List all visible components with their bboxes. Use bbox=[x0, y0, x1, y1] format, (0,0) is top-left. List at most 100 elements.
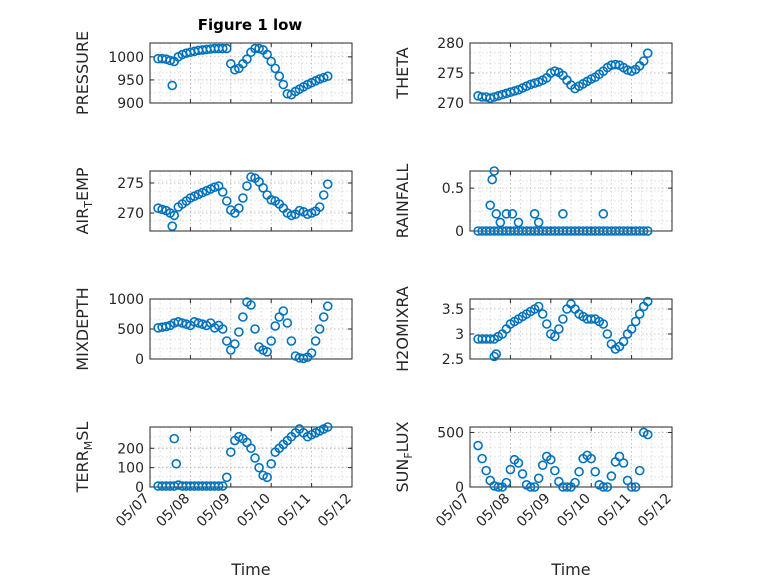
data-point bbox=[258, 183, 268, 193]
x-tick-label: 05/08 bbox=[473, 491, 513, 531]
y-axis-label: H2OMIXRA bbox=[393, 286, 412, 372]
data-point bbox=[495, 217, 506, 228]
data-point bbox=[554, 324, 564, 334]
data-point bbox=[278, 79, 289, 90]
subplot-7: 0 100 200 TERRMSL 05/07 05/08 05/09 05/10 05/11 0… bbox=[73, 422, 355, 579]
x-tick-label: 05/12 bbox=[635, 491, 675, 531]
x-tick-label: 05/11 bbox=[595, 491, 635, 531]
y-tick-label: 1000 bbox=[108, 292, 144, 308]
x-axis-label: Time bbox=[230, 560, 270, 579]
data-point bbox=[318, 72, 329, 83]
x-axis-label: Time bbox=[550, 560, 590, 579]
data-point bbox=[246, 443, 256, 454]
data-point bbox=[533, 217, 544, 228]
data-point bbox=[537, 460, 548, 470]
data-point bbox=[586, 453, 597, 464]
data-point bbox=[525, 482, 536, 492]
subplot-8: 0 500 SUNFLUX 05/07 05/08 05/09 05/10 05/11 05/1… bbox=[393, 421, 675, 579]
data-point bbox=[610, 457, 621, 467]
data-point bbox=[270, 63, 281, 74]
data-point bbox=[630, 482, 641, 492]
data-point bbox=[234, 327, 244, 337]
y-tick-label: 275 bbox=[437, 66, 464, 82]
data-point bbox=[626, 482, 637, 492]
y-tick-label: 3.5 bbox=[442, 302, 464, 318]
data-point bbox=[230, 64, 240, 75]
data-point bbox=[157, 204, 167, 215]
data-point bbox=[618, 336, 629, 347]
data-point bbox=[562, 482, 572, 492]
data-point bbox=[246, 300, 256, 310]
data-point bbox=[642, 429, 653, 440]
data-point bbox=[238, 193, 248, 203]
data-point bbox=[550, 465, 560, 476]
data-point bbox=[529, 482, 540, 492]
y-axis-label: SUNFLUX bbox=[393, 421, 415, 492]
axes-frame bbox=[149, 426, 353, 488]
x-tick-label: 05/12 bbox=[315, 491, 355, 531]
data-point bbox=[529, 209, 540, 219]
axes-frame bbox=[149, 170, 353, 232]
axes-frame bbox=[469, 298, 673, 360]
data-point bbox=[550, 66, 560, 76]
data-point bbox=[234, 203, 244, 213]
data-point bbox=[266, 195, 277, 205]
data-point bbox=[270, 321, 281, 331]
data-point bbox=[487, 174, 498, 185]
data-point bbox=[558, 314, 568, 324]
y-tick-label: 0 bbox=[455, 224, 464, 240]
data-point bbox=[250, 324, 260, 334]
x-tick-label: 05/09 bbox=[514, 491, 554, 531]
data-point bbox=[509, 86, 520, 96]
data-point bbox=[545, 454, 556, 465]
data-point bbox=[602, 482, 613, 492]
y-tick-label: 280 bbox=[437, 36, 464, 52]
data-point bbox=[217, 324, 228, 334]
data-point bbox=[230, 339, 240, 349]
data-point bbox=[322, 179, 333, 189]
x-tick-label: 05/07 bbox=[433, 491, 473, 531]
data-point bbox=[286, 210, 297, 221]
subplot-3: 270 275 AIRTEMP bbox=[73, 167, 353, 235]
data-point bbox=[294, 205, 305, 216]
data-point bbox=[473, 440, 483, 451]
y-tick-label: 100 bbox=[117, 461, 144, 477]
data-point bbox=[282, 318, 293, 328]
data-point bbox=[537, 309, 548, 319]
data-point bbox=[314, 74, 325, 84]
data-point bbox=[507, 209, 518, 219]
y-tick-label: 0 bbox=[455, 480, 464, 496]
y-tick-label: 200 bbox=[117, 441, 144, 457]
data-point bbox=[213, 481, 224, 491]
data-point bbox=[165, 55, 175, 66]
data-point bbox=[310, 336, 321, 346]
data-point bbox=[570, 477, 580, 488]
data-point bbox=[606, 471, 617, 481]
y-tick-label: 270 bbox=[437, 96, 464, 112]
x-tick-label: 05/10 bbox=[234, 491, 274, 531]
data-point bbox=[590, 466, 601, 477]
x-tick-label: 05/11 bbox=[275, 491, 315, 531]
subplot-2: 270 275 280 THETA bbox=[393, 36, 673, 112]
data-point bbox=[278, 306, 289, 316]
y-tick-label: 270 bbox=[117, 206, 144, 222]
data-point bbox=[254, 462, 264, 473]
data-point bbox=[246, 172, 256, 182]
data-point bbox=[169, 210, 180, 221]
data-point bbox=[477, 453, 487, 464]
data-point bbox=[322, 71, 333, 82]
data-point bbox=[217, 187, 228, 197]
data-point bbox=[217, 481, 228, 491]
x-tick-label: 05/09 bbox=[194, 491, 234, 531]
data-point bbox=[630, 316, 641, 327]
data-point bbox=[634, 465, 645, 476]
data-point bbox=[529, 78, 540, 88]
data-point bbox=[262, 472, 272, 483]
y-axis-label: THETA bbox=[393, 47, 412, 99]
data-point bbox=[221, 336, 232, 346]
x-tick-label: 05/08 bbox=[153, 491, 193, 531]
y-tick-label: 950 bbox=[117, 73, 144, 89]
data-point bbox=[533, 301, 544, 312]
data-point bbox=[501, 209, 512, 219]
